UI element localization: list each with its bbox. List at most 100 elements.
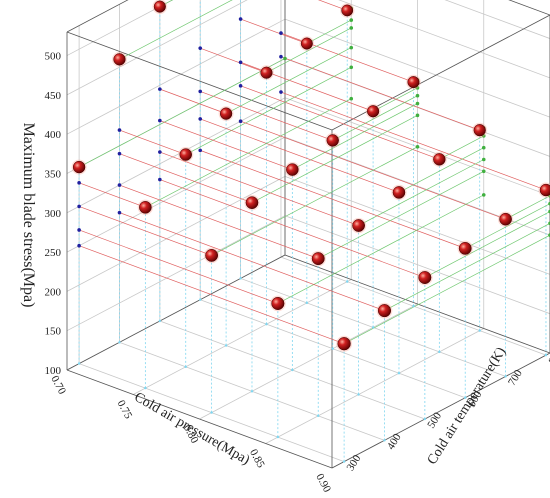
projection-line-xz: [160, 0, 285, 7]
box-edge: [67, 0, 285, 32]
projection-point-left: [239, 60, 243, 64]
projection-point-left: [239, 119, 243, 123]
projection-point-left: [198, 46, 202, 50]
x-tick-label: 0.85: [247, 447, 267, 470]
projection-point-floor: [504, 375, 506, 377]
projection-line-yz: [160, 180, 425, 278]
data-point: [459, 242, 471, 254]
x-tick-label: 0.90: [313, 472, 333, 493]
projection-point-left: [118, 183, 122, 187]
projection-line-yz: [281, 0, 347, 10]
data-point: [114, 53, 126, 65]
projection-point-back: [416, 145, 420, 149]
projection-point-left: [77, 244, 81, 248]
projection-line-xz: [384, 223, 550, 310]
data-point: [286, 164, 298, 176]
projection-point-floor: [291, 369, 293, 371]
projection-point-back: [482, 146, 486, 150]
projection-point-floor: [199, 299, 201, 301]
data-point: [433, 153, 445, 165]
data-point: [73, 161, 85, 173]
projection-point-left: [158, 87, 162, 91]
gridline-x-floor: [200, 304, 418, 419]
projection-line-yz: [281, 92, 546, 190]
z-tick-label: 300: [45, 208, 62, 220]
projection-point-floor: [383, 439, 385, 441]
data-point: [419, 271, 431, 283]
projection-point-left: [158, 178, 162, 182]
projection-line-xz: [278, 195, 484, 304]
data-point: [540, 184, 550, 196]
data-point: [220, 108, 232, 120]
data-point: [261, 67, 273, 79]
z-tick-label: 200: [45, 286, 62, 298]
projection-point-back: [482, 193, 486, 197]
y-tick-label: 800: [546, 346, 550, 367]
z-axis-title: Maximum blade stress(Mpa): [20, 123, 37, 308]
projection-point-floor: [306, 302, 308, 304]
data-point: [327, 135, 339, 147]
projection-point-left: [158, 119, 162, 123]
data-point: [342, 5, 353, 16]
projection-line-yz: [241, 19, 307, 44]
projection-point-floor: [343, 460, 345, 462]
projection-line-yz: [119, 213, 384, 311]
y-tick-label: 500: [425, 410, 444, 431]
projection-point-back: [349, 26, 353, 30]
projection-line-yz: [79, 230, 278, 304]
projection-point-left: [279, 31, 283, 35]
projection-point-floor: [372, 326, 374, 328]
projection-point-floor: [357, 393, 359, 395]
data-point: [312, 252, 324, 264]
projection-point-floor: [225, 344, 227, 346]
projection-point-left: [198, 90, 202, 94]
projection-point-floor: [265, 323, 267, 325]
box-edge: [67, 255, 285, 370]
data-point: [500, 213, 512, 225]
projection-point-left: [158, 150, 162, 154]
projection-point-floor: [424, 418, 426, 420]
x-tick-label: 0.70: [48, 374, 68, 397]
box-edge: [67, 370, 332, 468]
z-tick-label: 450: [45, 90, 62, 102]
data-point: [180, 149, 192, 161]
z-tick-label: 400: [45, 129, 62, 141]
projection-point-left: [198, 117, 202, 121]
data-point: [338, 337, 351, 350]
projection-point-floor: [118, 341, 120, 343]
z-tick-label: 250: [45, 247, 62, 259]
projection-point-floor: [479, 329, 481, 331]
data-point: [352, 219, 364, 231]
projection-point-back: [416, 94, 420, 98]
projection-point-back: [349, 18, 353, 22]
projection-point-floor: [144, 387, 146, 389]
z-tick-label: 150: [45, 326, 62, 338]
projection-point-back: [482, 169, 486, 173]
projection-line-yz: [160, 89, 226, 114]
box-edge: [332, 15, 550, 130]
projection-point-back: [482, 158, 486, 162]
projection-point-floor: [239, 277, 241, 279]
data-point: [408, 76, 419, 87]
projection-point-floor: [346, 280, 348, 282]
z-tick-label: 500: [45, 51, 62, 63]
projection-point-floor: [251, 390, 253, 392]
projection-point-floor: [438, 351, 440, 353]
projection-point-left: [279, 55, 283, 59]
projection-point-floor: [332, 348, 334, 350]
x-axis-title: Cold air pressure(Mpa): [131, 390, 252, 468]
y-tick-label: 700: [506, 367, 525, 388]
projection-point-back: [416, 114, 420, 118]
data-point: [139, 201, 151, 213]
projection-line-xz: [212, 147, 418, 256]
projection-point-left: [198, 149, 202, 153]
data-point: [367, 105, 379, 117]
projection-point-left: [239, 84, 243, 88]
data-point: [301, 38, 312, 49]
data-point: [154, 1, 166, 13]
projection-point-floor: [185, 366, 187, 368]
projection-point-left: [118, 128, 122, 132]
projection-point-left: [239, 17, 243, 21]
